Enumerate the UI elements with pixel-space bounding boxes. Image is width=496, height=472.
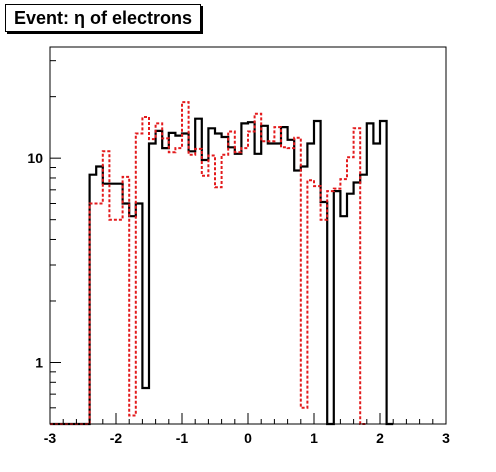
x-tick-label: -3 bbox=[44, 430, 57, 446]
x-tick-label: 0 bbox=[244, 430, 252, 446]
histogram-series-1 bbox=[50, 101, 367, 425]
y-tick-label: 1 bbox=[35, 354, 43, 370]
x-tick-label: -2 bbox=[110, 430, 123, 446]
y-tick-label: 10 bbox=[27, 150, 43, 166]
x-tick-label: 3 bbox=[442, 430, 450, 446]
axis-layer: -3 -2 -1 0 1 2 3 1 10 bbox=[27, 60, 450, 446]
x-tick-label: 1 bbox=[310, 430, 318, 446]
histogram-series-0 bbox=[50, 117, 394, 426]
x-tick-label: -1 bbox=[176, 430, 189, 446]
x-tick-label: 2 bbox=[376, 430, 384, 446]
series-layer bbox=[50, 101, 394, 426]
chart-title: Event: η of electrons bbox=[5, 4, 202, 32]
